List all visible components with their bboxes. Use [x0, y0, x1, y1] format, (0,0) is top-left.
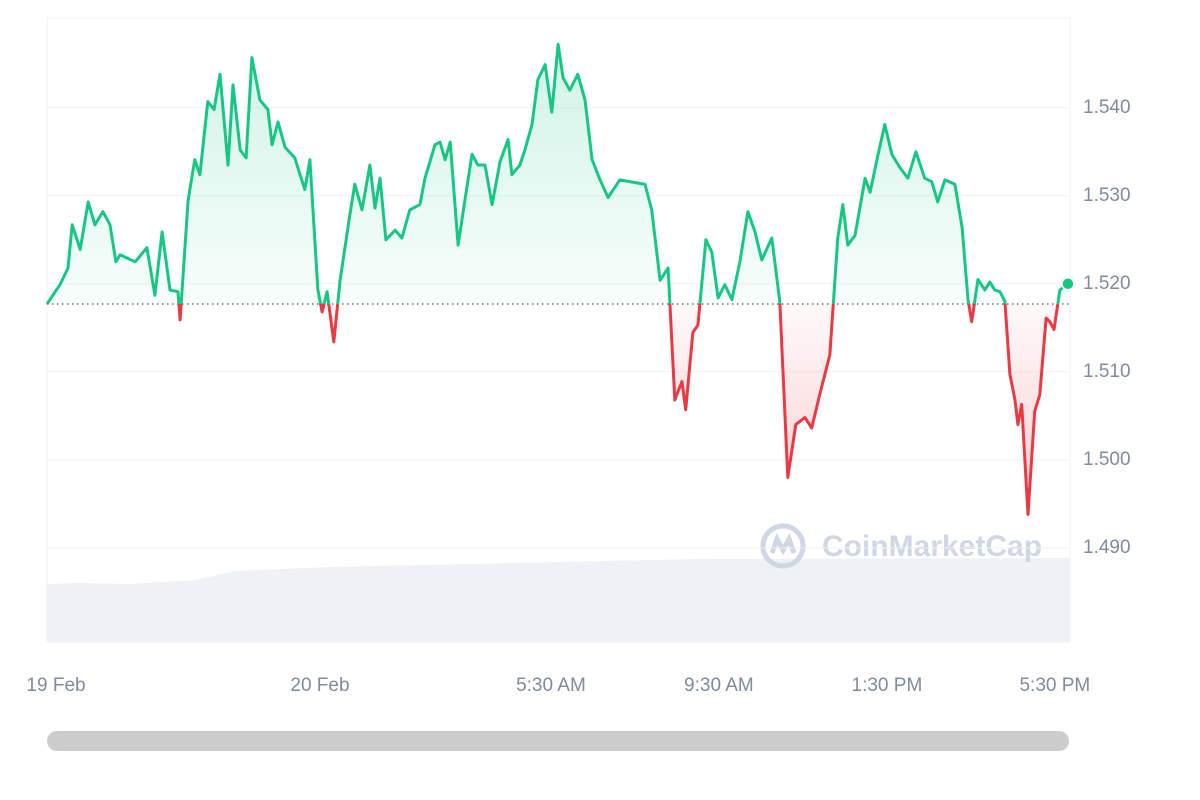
watermark-logo	[760, 523, 806, 569]
x-tick-label: 1:30 PM	[852, 675, 923, 696]
x-tick-label: 5:30 PM	[1019, 675, 1090, 696]
price-line	[45, 42, 1069, 516]
watermark: CoinMarketCap	[822, 530, 1042, 563]
y-tick-label: 1.500	[1083, 449, 1131, 470]
y-tick-label: 1.520	[1083, 273, 1131, 294]
y-tick-label: 1.540	[1083, 97, 1131, 118]
last-point	[1061, 277, 1075, 291]
x-tick-label: 9:30 AM	[684, 675, 754, 696]
area	[47, 44, 1068, 515]
y-tick-label: 1.490	[1083, 537, 1131, 558]
x-tick-label: 20 Feb	[290, 675, 349, 696]
scrollbar[interactable]	[47, 731, 1069, 751]
x-tick-label: 5:30 AM	[516, 675, 586, 696]
x-tick-label: 19 Feb	[26, 675, 85, 696]
volume-band	[47, 558, 1070, 642]
y-tick-label: 1.510	[1083, 361, 1131, 382]
y-tick-label: 1.530	[1083, 185, 1131, 206]
